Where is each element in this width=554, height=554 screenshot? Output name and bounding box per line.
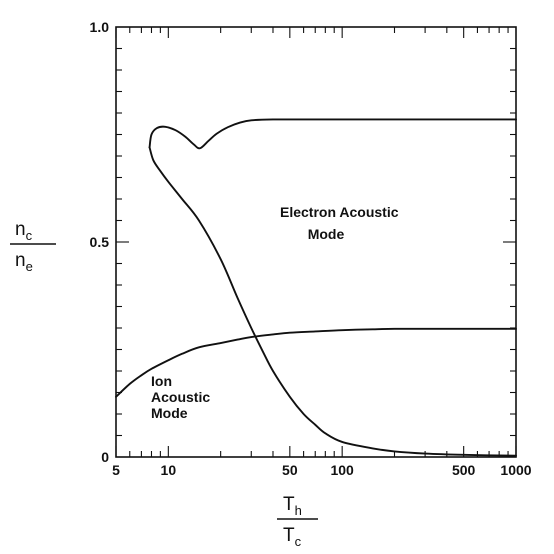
x-tick-label: 10 [161, 462, 177, 478]
svg-text:ne: ne [15, 250, 33, 274]
y-tick-label: 0.5 [90, 234, 110, 250]
x-label-top-letter: T [283, 494, 295, 515]
y-label-top-letter: n [15, 219, 26, 240]
x-label-bottom-letter: T [283, 525, 295, 546]
y-label-bottom-sub: e [26, 259, 33, 274]
electron-upper-curve [148, 118, 517, 150]
x-axis-label: Th Tc [277, 494, 318, 549]
annotation-ion-line1: Ion [151, 373, 172, 389]
x-label-bottom-sub: c [295, 534, 302, 549]
x-tick-labels: 5 10 50 100 500 1000 [112, 462, 532, 478]
annotation-ion-line2: Acoustic [151, 389, 210, 405]
y-axis-label: nc ne [10, 219, 56, 274]
curves [115, 118, 517, 457]
y-tick-label: 0 [101, 449, 109, 465]
x-tick-label: 100 [330, 462, 354, 478]
electron-lower-curve [148, 146, 517, 457]
annotation-electron-line1: Electron Acoustic [280, 204, 399, 220]
y-label-top-sub: c [26, 228, 33, 243]
ion-acoustic-curve [115, 327, 517, 398]
annotation-electron-line2: Mode [308, 226, 345, 242]
x-tick-label: 500 [452, 462, 476, 478]
annotation-ion-line3: Mode [151, 405, 188, 421]
x-tick-label: 1000 [500, 462, 531, 478]
svg-text:nc: nc [15, 219, 33, 243]
x-label-top-sub: h [295, 503, 302, 518]
x-tick-label: 5 [112, 462, 120, 478]
y-tick-labels: 0 0.5 1.0 [90, 19, 110, 465]
y-label-bottom-letter: n [15, 250, 26, 271]
svg-text:Th: Th [283, 494, 302, 518]
x-tick-label: 50 [282, 462, 298, 478]
svg-text:Tc: Tc [283, 525, 302, 549]
y-tick-label: 1.0 [90, 19, 110, 35]
